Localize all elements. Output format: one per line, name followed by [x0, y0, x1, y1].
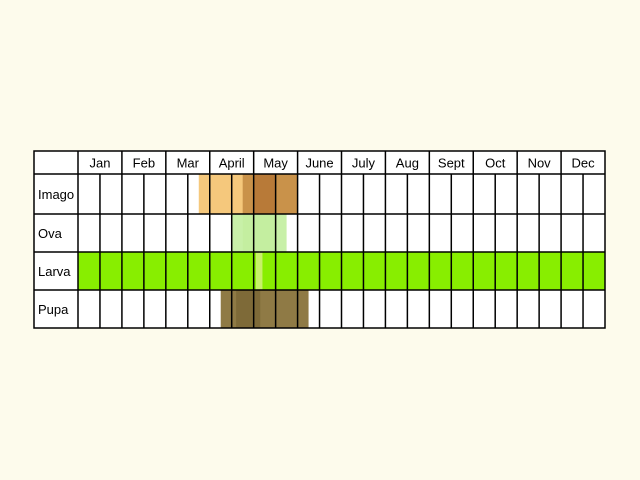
month-label-may: May — [263, 156, 288, 171]
month-label-aug: Aug — [396, 156, 419, 171]
row-label-ova: Ova — [38, 226, 63, 241]
month-label-jan: Jan — [89, 156, 110, 171]
month-label-april: April — [219, 156, 245, 171]
row-label-larva: Larva — [38, 264, 71, 279]
month-label-mar: Mar — [177, 156, 200, 171]
band-imago-2 — [253, 174, 276, 214]
month-label-feb: Feb — [133, 156, 155, 171]
row-bands-ova — [231, 214, 287, 252]
row-bands-imago — [198, 174, 298, 214]
band-larva-1 — [255, 252, 263, 290]
month-label-july: July — [352, 156, 376, 171]
month-label-sept: Sept — [438, 156, 465, 171]
month-label-dec: Dec — [571, 156, 595, 171]
band-pupa-1 — [236, 290, 261, 328]
row-label-pupa: Pupa — [38, 302, 69, 317]
row-bands-pupa — [220, 290, 309, 328]
row-label-imago: Imago — [38, 187, 74, 202]
grid-lines — [33, 150, 606, 329]
band-imago-1 — [242, 174, 254, 214]
month-label-june: June — [305, 156, 333, 171]
band-imago-3 — [275, 174, 298, 214]
month-label-oct: Oct — [485, 156, 506, 171]
band-pupa-0 — [220, 290, 309, 328]
month-label-nov: Nov — [528, 156, 552, 171]
band-ova-1 — [242, 214, 276, 252]
